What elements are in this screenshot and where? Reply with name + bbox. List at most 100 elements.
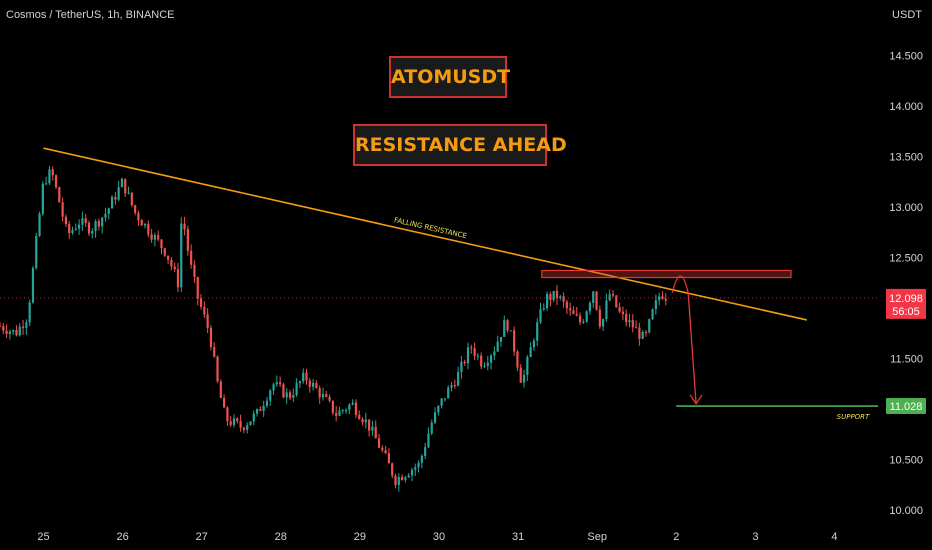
candle-body [493, 351, 496, 356]
candle-body [582, 321, 585, 323]
price-axis-tick-label: 10.000 [889, 505, 923, 517]
candle-body [661, 296, 664, 299]
candle-body [288, 392, 292, 398]
candle-body [186, 229, 189, 251]
candle-body [229, 421, 232, 425]
candle-body [8, 331, 11, 335]
candle-body [433, 412, 437, 423]
candle-body [236, 418, 239, 422]
candle-body [532, 340, 536, 348]
candle-body [68, 224, 71, 233]
candle-body [407, 475, 410, 478]
candle-body [54, 175, 58, 188]
candle-body [35, 235, 38, 269]
candle-body [232, 418, 236, 425]
candle-body [569, 308, 572, 311]
candle-body [325, 394, 328, 397]
symbol-title[interactable]: Cosmos / TetherUS, 1h, BINANCE [6, 9, 175, 21]
candle-body [31, 268, 35, 303]
candle-body [377, 438, 381, 448]
candle-body [269, 390, 272, 401]
candle-body [124, 178, 127, 194]
candle-body [430, 422, 433, 434]
candle-body [648, 319, 651, 333]
candle-body [592, 291, 595, 303]
candle-body [45, 183, 48, 185]
candle-body [427, 433, 430, 448]
candle-body [216, 356, 219, 382]
candle-body [503, 320, 506, 337]
candle-body [2, 326, 5, 331]
candle-body [315, 382, 318, 389]
candle-body [529, 347, 532, 358]
time-axis[interactable]: 25 26 27 28 29 30 31 Sep 2 3 4 [37, 531, 837, 543]
candle-body [223, 398, 226, 408]
candle-body [166, 255, 170, 260]
candle-body [213, 346, 216, 357]
candle-body [516, 351, 519, 368]
trendline-label: FALLING RESISTANCE [393, 216, 467, 240]
candle-body [654, 300, 657, 310]
candle-body [400, 476, 404, 481]
price-axis-tick-label: 14.500 [889, 50, 923, 62]
candle-body [199, 298, 203, 307]
candle-body [628, 320, 631, 323]
candle-body [443, 398, 447, 400]
candle-body [282, 384, 285, 398]
candle-body [480, 355, 483, 367]
candle-body [371, 426, 374, 431]
candle-body [64, 216, 68, 225]
price-axis[interactable]: 10.00010.50011.00011.50012.00012.50013.0… [889, 50, 923, 517]
candle-body [605, 300, 608, 320]
falling-resistance-trendline [43, 147, 807, 321]
candle-body [295, 383, 298, 395]
candle-body [193, 264, 196, 278]
candle-body [28, 302, 31, 323]
time-axis-tick-label: 3 [752, 531, 758, 543]
candle-body [354, 402, 358, 415]
candle-body [110, 196, 114, 209]
price-axis-tick-label: 11.500 [890, 353, 923, 365]
candle-body [203, 306, 206, 315]
candle-body [292, 394, 295, 398]
candle-body [147, 223, 150, 235]
candle-body [509, 330, 512, 332]
candle-body [120, 178, 124, 188]
candle-body [575, 313, 578, 316]
candle-body [651, 309, 654, 320]
candle-body [470, 347, 473, 349]
candle-body [262, 405, 265, 411]
candle-body [150, 234, 153, 240]
candle-body [598, 309, 601, 327]
annotation-title-box: ATOMUSDT [389, 56, 510, 98]
candle-body [358, 414, 361, 420]
candle-body [585, 311, 588, 322]
candle-body [344, 409, 348, 411]
candle-body [368, 419, 371, 431]
candle-body [285, 392, 288, 398]
arrow-head [689, 394, 703, 405]
candle-body [549, 293, 552, 300]
candle-body [107, 208, 110, 214]
candle-body [74, 228, 77, 230]
candle-body [246, 425, 249, 430]
candle-body [602, 319, 605, 327]
candle-body [130, 192, 133, 206]
candle-body [440, 398, 443, 406]
projection-arrow [671, 275, 697, 404]
price-axis-tick-label: 13.500 [889, 151, 923, 163]
candle-body [588, 302, 592, 312]
time-axis-tick-label: 30 [433, 531, 445, 543]
candle-body [631, 320, 634, 328]
candle-body [157, 235, 160, 240]
candle-body [486, 362, 489, 366]
candle-body [163, 248, 166, 256]
candle-body [0, 326, 2, 328]
candle-body [104, 213, 107, 218]
candle-body [387, 453, 391, 464]
candle-body [466, 347, 470, 364]
support-label: SUPPORT [837, 413, 870, 421]
candle-body [84, 218, 87, 223]
